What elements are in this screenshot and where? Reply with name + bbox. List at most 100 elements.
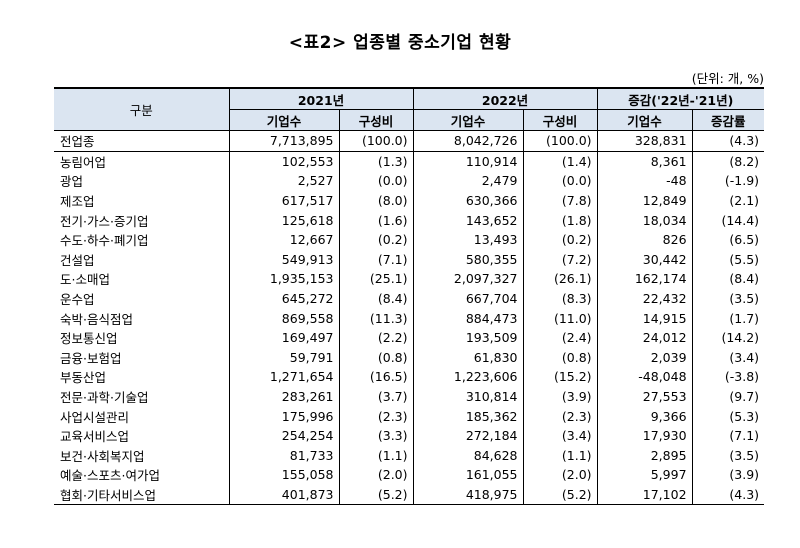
industry-name-cell: 교육서비스업: [54, 425, 230, 446]
change-rate-cell: (5.3): [691, 406, 765, 426]
companies-change-cell: 17,930: [596, 425, 693, 446]
industry-name-cell: 제조업: [54, 190, 230, 211]
change-rate-cell: (-3.8): [691, 367, 765, 387]
change-rate-cell: (6.5): [691, 229, 765, 250]
table-row: 수도·하수·폐기업 12,667 (0.2) 13,493 (0.2) 826 (6.5): [54, 229, 765, 250]
ratio-2021-cell: (3.3): [338, 425, 414, 446]
companies-2021-cell: 169,497: [228, 327, 340, 348]
ratio-2022-cell: (26.1): [522, 269, 598, 289]
industry-name-cell: 부동산업: [54, 367, 230, 387]
change-rate-cell: (14.4): [691, 210, 765, 230]
ratio-2022-cell: (1.4): [522, 151, 598, 172]
header-companies-change: 기업수: [596, 109, 693, 131]
ratio-2022-cell: (2.0): [522, 465, 598, 485]
table-body: 전업종 7,713,895 (100.0) 8,042,726 (100.0) 328,8…: [54, 130, 765, 506]
companies-2022-cell: 272,184: [412, 425, 524, 446]
table-row: 사업시설관리 175,996 (2.3) 185,362 (2.3) 9,366 (5.3): [54, 406, 765, 426]
ratio-2022-cell: (11.0): [522, 308, 598, 328]
ratio-2022-cell: (15.2): [522, 367, 598, 387]
ratio-2021-cell: (0.8): [338, 347, 414, 368]
change-rate-cell: (4.3): [691, 130, 765, 152]
companies-2021-cell: 12,667: [228, 229, 340, 250]
companies-change-cell: 2,039: [596, 347, 693, 368]
table-row: 전기·가스·증기업 125,618 (1.6) 143,652 (1.8) 18,034(…: [54, 210, 765, 230]
change-rate-cell: (7.1): [691, 425, 765, 446]
companies-2022-cell: 185,362: [412, 406, 524, 426]
change-rate-cell: (4.3): [691, 484, 765, 506]
companies-change-cell: 8,361: [596, 151, 693, 172]
companies-2021-cell: 2,527: [228, 171, 340, 191]
ratio-2021-cell: (1.6): [338, 210, 414, 230]
companies-2022-cell: 8,042,726: [412, 130, 524, 152]
industry-name-cell: 운수업: [54, 288, 230, 309]
companies-change-cell: 22,432: [596, 288, 693, 309]
ratio-2021-cell: (7.1): [338, 249, 414, 270]
change-rate-cell: (5.5): [691, 249, 765, 270]
change-rate-cell: (-1.9): [691, 171, 765, 191]
table-row: 제조업 617,517 (8.0) 630,366 (7.8) 12,849 (2.1): [54, 190, 765, 211]
header-ratio-2022: 구성비: [522, 109, 598, 131]
companies-2021-cell: 155,058: [228, 465, 340, 485]
change-rate-cell: (3.5): [691, 445, 765, 466]
industry-name-cell: 수도·하수·폐기업: [54, 229, 230, 250]
companies-change-cell: 2,895: [596, 445, 693, 466]
sme-industry-table: 구분 2021년 2022년 증감('22년-'21년) 기업수 구성비 기업수…: [54, 87, 765, 506]
companies-2021-cell: 549,913: [228, 249, 340, 270]
change-rate-cell: (8.4): [691, 269, 765, 289]
table-row: 부동산업 1,271,654 (16.5) 1,223,606 (15.2) -48,04…: [54, 367, 765, 387]
companies-2021-cell: 617,517: [228, 190, 340, 211]
change-rate-cell: (8.2): [691, 151, 765, 172]
ratio-2021-cell: (16.5): [338, 367, 414, 387]
table-row: 농림어업 102,553 (1.3) 110,914 (1.4) 8,361 (8.2): [54, 151, 765, 172]
table-row: 운수업 645,272 (8.4) 667,704 (8.3) 22,432 (3.5): [54, 288, 765, 309]
change-rate-cell: (1.7): [691, 308, 765, 328]
ratio-2022-cell: (0.0): [522, 171, 598, 191]
ratio-2021-cell: (25.1): [338, 269, 414, 289]
ratio-2021-cell: (11.3): [338, 308, 414, 328]
industry-name-cell: 사업시설관리: [54, 406, 230, 426]
change-rate-cell: (9.7): [691, 386, 765, 407]
companies-2022-cell: 2,097,327: [412, 269, 524, 289]
industry-name-cell: 협회·기타서비스업: [54, 484, 230, 506]
companies-2022-cell: 143,652: [412, 210, 524, 230]
table-row: 교육서비스업 254,254 (3.3) 272,184 (3.4) 17,930 (7.1…: [54, 425, 765, 446]
header-change: 증감('22년-'21년): [596, 87, 765, 110]
companies-change-cell: 328,831: [596, 130, 693, 152]
ratio-2022-cell: (2.4): [522, 327, 598, 348]
industry-name-cell: 전기·가스·증기업: [54, 210, 230, 230]
industry-name-cell: 전업종: [54, 130, 230, 152]
companies-2021-cell: 175,996: [228, 406, 340, 426]
companies-2022-cell: 630,366: [412, 190, 524, 211]
ratio-2021-cell: (0.0): [338, 171, 414, 191]
companies-2021-cell: 102,553: [228, 151, 340, 172]
industry-name-cell: 전문·과학·기술업: [54, 386, 230, 407]
companies-2022-cell: 667,704: [412, 288, 524, 309]
table-row: 숙박·음식점업 869,558 (11.3) 884,473 (11.0) 14,915(…: [54, 308, 765, 328]
companies-2021-cell: 401,873: [228, 484, 340, 506]
companies-2022-cell: 193,509: [412, 327, 524, 348]
companies-2021-cell: 125,618: [228, 210, 340, 230]
industry-name-cell: 예술·스포츠·여가업: [54, 465, 230, 485]
companies-change-cell: 12,849: [596, 190, 693, 211]
table-row: 보건·사회복지업 81,733 (1.1) 84,628 (1.1) 2,895 (3.5): [54, 445, 765, 466]
ratio-2022-cell: (100.0): [522, 130, 598, 152]
change-rate-cell: (14.2): [691, 327, 765, 348]
ratio-2022-cell: (1.8): [522, 210, 598, 230]
change-rate-cell: (3.4): [691, 347, 765, 368]
companies-2021-cell: 7,713,895: [228, 130, 340, 152]
header-change-rate: 증감률: [691, 109, 765, 131]
table-row: 전업종 7,713,895 (100.0) 8,042,726 (100.0) 328,8…: [54, 130, 765, 152]
table-row: 광업 2,527 (0.0) 2,479 (0.0) -48 (-1.9): [54, 171, 765, 191]
companies-2022-cell: 110,914: [412, 151, 524, 172]
ratio-2022-cell: (3.9): [522, 386, 598, 407]
industry-name-cell: 숙박·음식점업: [54, 308, 230, 328]
ratio-2022-cell: (8.3): [522, 288, 598, 309]
companies-change-cell: 17,102: [596, 484, 693, 506]
companies-2022-cell: 580,355: [412, 249, 524, 270]
industry-name-cell: 건설업: [54, 249, 230, 270]
change-rate-cell: (3.9): [691, 465, 765, 485]
companies-change-cell: 9,366: [596, 406, 693, 426]
companies-change-cell: -48,048: [596, 367, 693, 387]
table-row: 전문·과학·기술업 283,261 (3.7) 310,814 (3.9) 27,553(…: [54, 386, 765, 407]
companies-2022-cell: 161,055: [412, 465, 524, 485]
